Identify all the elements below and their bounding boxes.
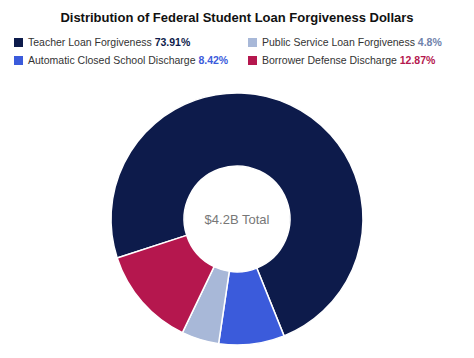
label-name: Teacher Loan Forgiveness xyxy=(28,36,152,48)
label-value: 8.42% xyxy=(198,54,228,66)
data-label: Automatic Closed School Discharge 8.42% xyxy=(28,54,229,66)
label-swatch xyxy=(14,38,23,47)
label-name: Automatic Closed School Discharge xyxy=(28,54,196,66)
label-value: 73.91% xyxy=(155,36,191,48)
data-label: Public Service Loan Forgiveness 4.8% xyxy=(262,36,442,48)
label-swatch xyxy=(248,38,257,47)
label-value: 12.87% xyxy=(400,54,436,66)
label-name: Public Service Loan Forgiveness xyxy=(262,36,415,48)
label-name: Borrower Defense Discharge xyxy=(262,54,397,66)
labels: Teacher Loan Forgiveness 73.91% Automatic… xyxy=(14,36,442,66)
label-value: 4.8% xyxy=(418,36,443,48)
title: Distribution of Federal Student Loan For… xyxy=(60,10,413,25)
slices xyxy=(111,93,363,345)
label-swatch xyxy=(14,56,23,65)
chart: Distribution of Federal Student Loan For… xyxy=(0,0,474,358)
data-label: Borrower Defense Discharge 12.87% xyxy=(262,54,436,66)
center-label: $4.2B Total xyxy=(205,212,270,227)
data-label: Teacher Loan Forgiveness 73.91% xyxy=(28,36,191,48)
slice xyxy=(117,235,214,332)
label-swatch xyxy=(248,56,257,65)
